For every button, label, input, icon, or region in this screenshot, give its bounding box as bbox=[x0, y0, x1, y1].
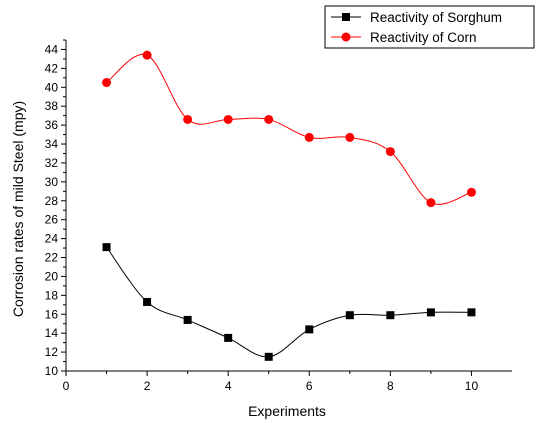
series-line-corn bbox=[106, 53, 472, 205]
legend-entry-sorghum: Reactivity of Sorghum bbox=[331, 10, 502, 25]
data-point-corn bbox=[142, 50, 152, 60]
y-tick-label: 28 bbox=[45, 194, 59, 208]
data-point-sorghum bbox=[386, 311, 395, 320]
y-tick-label: 22 bbox=[45, 251, 59, 265]
data-point-sorghum bbox=[224, 333, 233, 342]
x-tick-label: 2 bbox=[144, 379, 151, 393]
data-point-corn bbox=[102, 78, 112, 88]
y-axis-title: Corrosion rates of mild Steel (mpy) bbox=[10, 101, 26, 317]
y-tick-label: 44 bbox=[45, 42, 59, 56]
legend-marker-corn bbox=[341, 32, 351, 42]
x-axis-title: Experiments bbox=[248, 403, 326, 419]
data-point-sorghum bbox=[143, 297, 152, 306]
data-point-corn bbox=[345, 132, 355, 142]
x-tick-label: 8 bbox=[387, 379, 394, 393]
x-tick-label: 0 bbox=[63, 379, 70, 393]
series-line-sorghum bbox=[106, 246, 472, 358]
legend-marker-sorghum bbox=[342, 13, 350, 21]
x-tick-label: 10 bbox=[465, 379, 479, 393]
y-tick-label: 14 bbox=[45, 326, 59, 340]
y-tick-label: 42 bbox=[45, 61, 59, 75]
data-point-sorghum bbox=[264, 352, 273, 361]
y-tick-label: 12 bbox=[45, 345, 59, 359]
data-point-sorghum bbox=[345, 311, 354, 320]
legend-box bbox=[324, 5, 535, 49]
x-tick-label: 4 bbox=[225, 379, 232, 393]
axes bbox=[65, 40, 512, 372]
y-tick-label: 40 bbox=[45, 80, 59, 94]
ticks: 0 2 4 6 8 10101214161820222426283032343638404… bbox=[45, 39, 479, 393]
data-point-corn bbox=[183, 114, 193, 124]
data-point-corn bbox=[304, 132, 314, 142]
legend: Reactivity of Sorghum Reactivity of Corn bbox=[324, 5, 535, 49]
y-tick-label: 16 bbox=[45, 307, 59, 321]
legend-label-corn: Reactivity of Corn bbox=[370, 30, 477, 45]
legend-entry-corn: Reactivity of Corn bbox=[331, 30, 477, 45]
x-tick-label: 6 bbox=[306, 379, 313, 393]
data-point-corn bbox=[264, 114, 274, 124]
y-tick-label: 38 bbox=[45, 99, 59, 113]
data-point-corn bbox=[223, 114, 233, 124]
y-tick-label: 32 bbox=[45, 156, 59, 170]
data-point-sorghum bbox=[467, 308, 476, 317]
y-tick-label: 18 bbox=[45, 288, 59, 302]
data-point-sorghum bbox=[183, 315, 192, 324]
data-point-sorghum bbox=[102, 243, 111, 252]
legend-label-sorghum: Reactivity of Sorghum bbox=[370, 10, 502, 25]
data-point-corn bbox=[426, 198, 436, 208]
y-tick-label: 34 bbox=[45, 137, 59, 151]
data-point-corn bbox=[385, 147, 395, 157]
y-tick-label: 24 bbox=[45, 232, 59, 246]
data-point-sorghum bbox=[426, 308, 435, 317]
y-tick-label: 10 bbox=[45, 364, 59, 378]
data-point-sorghum bbox=[305, 325, 314, 334]
y-tick-label: 30 bbox=[45, 175, 59, 189]
series-layer bbox=[102, 50, 476, 361]
y-tick-label: 26 bbox=[45, 213, 59, 227]
data-point-corn bbox=[466, 187, 476, 197]
y-tick-label: 36 bbox=[45, 118, 59, 132]
y-tick-label: 20 bbox=[45, 269, 59, 283]
